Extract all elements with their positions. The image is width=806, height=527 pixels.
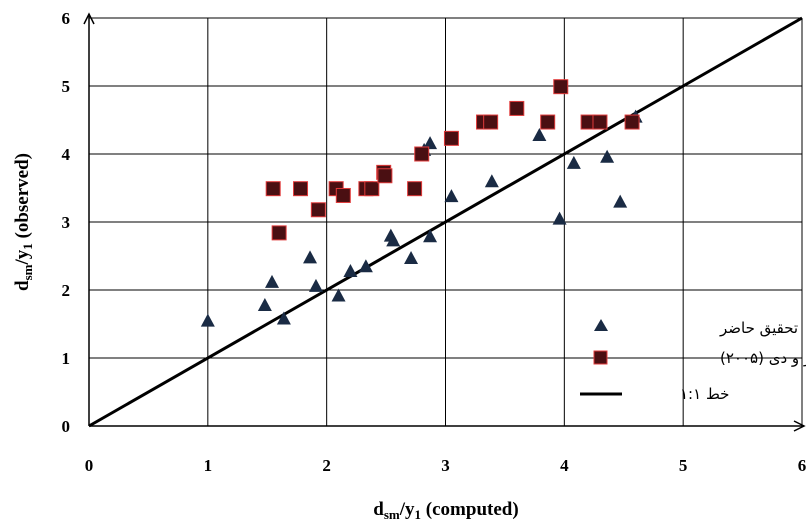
x-tick-label: 4 — [560, 456, 569, 475]
x-tick-label: 2 — [322, 456, 331, 475]
square-point — [310, 202, 326, 218]
x-tick-label: 1 — [204, 456, 213, 475]
y-tick-label: 4 — [62, 145, 71, 164]
triangle-point — [613, 194, 628, 208]
y-tick-label: 5 — [62, 77, 71, 96]
one-to-one-line — [88, 16, 803, 428]
y-tick-label: 2 — [62, 281, 71, 300]
square-point — [335, 187, 351, 203]
y-axis-arrowhead — [83, 12, 95, 25]
triangle-point — [308, 278, 323, 292]
data-points — [200, 79, 643, 327]
legend: تحقیق حاضر سرکار و دی (۲۰۰۵) خط ۱:۱ — [580, 319, 806, 403]
square-point — [592, 114, 608, 130]
square-point — [364, 181, 380, 197]
triangle-point — [552, 211, 567, 225]
square-point — [414, 146, 430, 162]
square-point — [377, 168, 393, 184]
triangle-point — [484, 174, 499, 188]
square-point — [271, 225, 287, 241]
triangle-point — [257, 297, 272, 311]
y-tick-labels: 0 1 2 3 4 5 6 — [62, 9, 71, 436]
triangle-point — [404, 251, 419, 265]
square-point — [624, 114, 640, 130]
legend-label-one-to-one: خط ۱:۱ — [680, 385, 729, 403]
y-tick-label: 3 — [62, 213, 71, 232]
axes — [83, 12, 806, 432]
x-axis-arrowhead — [793, 420, 806, 432]
triangle-point — [358, 259, 373, 273]
y-tick-label: 0 — [62, 417, 71, 436]
triangle-point — [276, 311, 291, 325]
x-tick-labels: 0 1 2 3 4 5 6 — [85, 456, 806, 475]
legend-label-sarkar-dey: سرکار و دی (۲۰۰۵) — [720, 349, 806, 367]
triangle-point — [343, 263, 358, 277]
legend-triangle-marker — [594, 319, 608, 331]
x-tick-label: 3 — [441, 456, 450, 475]
square-point — [293, 181, 309, 197]
square-point — [265, 181, 281, 197]
triangle-point — [423, 136, 438, 150]
x-tick-label: 6 — [798, 456, 806, 475]
square-point — [553, 79, 569, 95]
y-tick-label: 1 — [62, 349, 71, 368]
y-tick-label: 6 — [62, 9, 71, 28]
x-tick-label: 0 — [85, 456, 94, 475]
triangle-point — [386, 233, 401, 247]
reference-line-1-1 — [88, 16, 803, 428]
triangle-point — [600, 149, 615, 163]
triangle-point — [444, 189, 459, 203]
y-axis-title: dsm/y1 (observed) — [12, 153, 35, 291]
triangle-point — [200, 313, 215, 327]
square-point — [540, 114, 556, 130]
triangle-point — [331, 288, 346, 302]
square-point — [483, 114, 499, 130]
triangle-point — [265, 274, 280, 288]
x-axis-title: dsm/y1 (computed) — [373, 499, 518, 522]
square-point — [407, 181, 423, 197]
triangle-point — [303, 250, 318, 264]
legend-square-marker — [593, 350, 608, 365]
triangle-point — [532, 127, 547, 141]
square-point — [509, 100, 525, 116]
square-point — [443, 130, 459, 146]
legend-label-current-study: تحقیق حاضر — [719, 319, 798, 337]
triangle-point — [566, 155, 581, 169]
x-tick-label: 5 — [679, 456, 688, 475]
triangle-point — [423, 229, 438, 243]
